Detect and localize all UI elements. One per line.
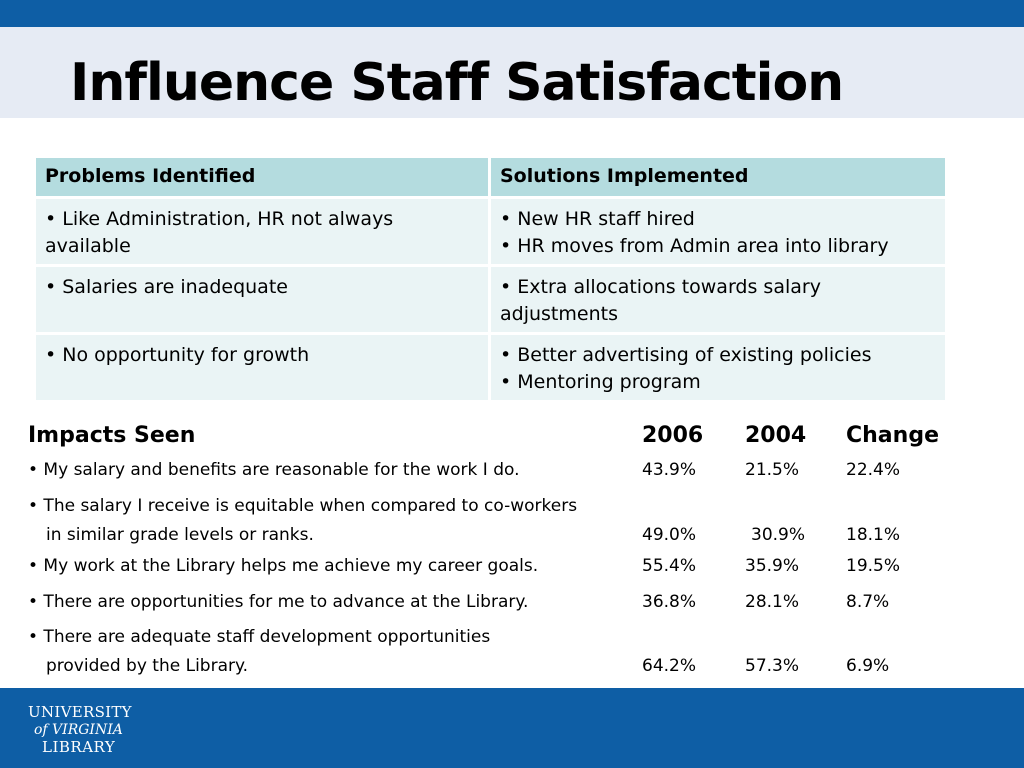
logo-line-2: of VIRGINIA xyxy=(34,722,123,738)
value-2004: 21.5% xyxy=(745,460,800,480)
solution-text: • Extra allocations towards salary xyxy=(500,276,821,298)
impacts-heading: Impacts Seen xyxy=(28,423,196,448)
value-2004: 35.9% xyxy=(745,556,800,576)
value-2004: 57.3% xyxy=(745,656,800,676)
impact-statement-continued: in similar grade levels or ranks. xyxy=(46,525,314,545)
solution-text: • HR moves from Admin area into library xyxy=(500,235,889,257)
solution-text: • Better advertising of existing policie… xyxy=(500,344,872,366)
table-row: • Salaries are inadequate • Extra alloca… xyxy=(36,267,945,332)
col-header-2004: 2004 xyxy=(745,423,807,448)
value-2006: 49.0% xyxy=(642,525,697,545)
solution-cell: • Extra allocations towards salary adjus… xyxy=(491,267,945,332)
solution-cell: • Better advertising of existing policie… xyxy=(491,335,945,400)
impact-statement: • There are opportunities for me to adva… xyxy=(28,592,529,612)
logo-line-1: UNIVERSITY xyxy=(28,703,133,721)
table-row: • Like Administration, HR not always ava… xyxy=(36,199,945,264)
problem-text: • No opportunity for growth xyxy=(45,344,310,366)
problem-cell: • No opportunity for growth xyxy=(36,335,488,400)
value-2006: 36.8% xyxy=(642,592,697,612)
problem-text: • Salaries are inadequate xyxy=(45,276,288,298)
problems-solutions-table: Problems Identified Solutions Implemente… xyxy=(33,155,948,403)
solution-cell: • New HR staff hired • HR moves from Adm… xyxy=(491,199,945,264)
solution-text: • Mentoring program xyxy=(500,371,701,393)
header-solutions: Solutions Implemented xyxy=(491,158,945,196)
slide-title: Influence Staff Satisfaction xyxy=(70,53,844,113)
value-change: 22.4% xyxy=(846,460,901,480)
col-header-2006: 2006 xyxy=(642,423,704,448)
impact-statement-continued: provided by the Library. xyxy=(46,656,249,676)
title-band xyxy=(0,27,1024,118)
impact-statement: • There are adequate staff development o… xyxy=(28,627,491,647)
problem-cell: • Salaries are inadequate xyxy=(36,267,488,332)
problem-text: available xyxy=(45,235,131,257)
value-change: 18.1% xyxy=(846,525,901,545)
impact-statement: • My work at the Library helps me achiev… xyxy=(28,556,539,576)
col-header-change: Change xyxy=(846,423,939,448)
value-2006: 55.4% xyxy=(642,556,697,576)
value-2004: 28.1% xyxy=(745,592,800,612)
problem-cell: • Like Administration, HR not always ava… xyxy=(36,199,488,264)
solution-text: adjustments xyxy=(500,303,618,325)
university-of-virginia-library-logo: UNIVERSITY of VIRGINIA LIBRARY xyxy=(28,703,133,756)
table-header-row: Problems Identified Solutions Implemente… xyxy=(36,158,945,196)
footer-bar: UNIVERSITY of VIRGINIA LIBRARY xyxy=(0,688,1024,768)
value-change: 8.7% xyxy=(846,592,890,612)
table-row: • No opportunity for growth • Better adv… xyxy=(36,335,945,400)
value-2004: 30.9% xyxy=(751,525,806,545)
value-change: 19.5% xyxy=(846,556,901,576)
logo-line-3: LIBRARY xyxy=(42,738,116,756)
problem-text: • Like Administration, HR not always xyxy=(45,208,394,230)
top-brand-bar xyxy=(0,0,1024,27)
solution-text: • New HR staff hired xyxy=(500,208,695,230)
impact-statement: • My salary and benefits are reasonable … xyxy=(28,460,520,480)
header-problems: Problems Identified xyxy=(36,158,488,196)
value-2006: 43.9% xyxy=(642,460,697,480)
impact-statement: • The salary I receive is equitable when… xyxy=(28,496,578,516)
value-2006: 64.2% xyxy=(642,656,697,676)
value-change: 6.9% xyxy=(846,656,890,676)
